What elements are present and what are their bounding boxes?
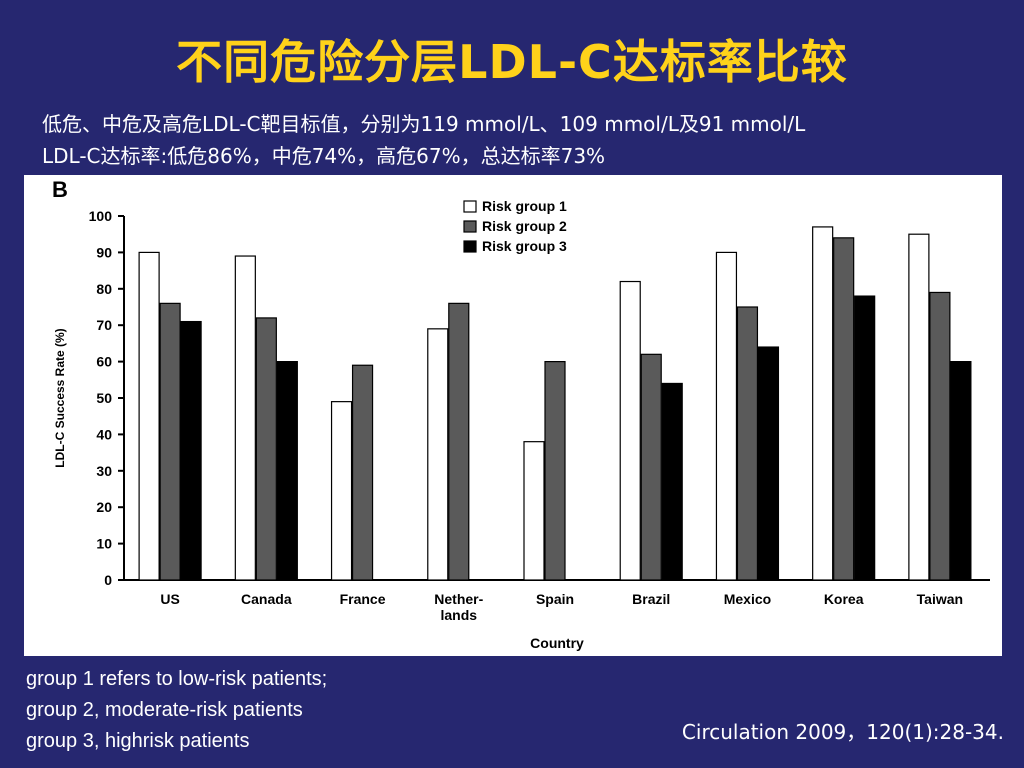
x-axis-title: Country <box>530 635 584 651</box>
bar <box>640 353 662 581</box>
legend-label: Risk group 2 <box>482 218 567 234</box>
note-group-3: group 3, highrisk patients <box>26 730 250 752</box>
bar <box>276 361 298 581</box>
legend-swatch <box>463 200 477 213</box>
x-tick-label: Brazil <box>632 591 670 607</box>
bar <box>833 237 855 581</box>
y-tick-label: 90 <box>96 244 112 260</box>
legend-label: Risk group 3 <box>482 238 567 254</box>
bar <box>812 226 834 581</box>
note-group-2: group 2, moderate-risk patients <box>26 699 303 721</box>
x-tick-label: Mexico <box>724 591 771 607</box>
slide-title: 不同危险分层LDL-C达标率比较 <box>176 35 848 89</box>
bar <box>950 361 972 581</box>
bar <box>544 361 566 581</box>
x-tick-label: US <box>160 591 179 607</box>
bar <box>427 328 449 581</box>
x-tick-label: Spain <box>536 591 574 607</box>
bar <box>929 291 951 581</box>
bar <box>159 302 181 581</box>
bar <box>234 255 256 581</box>
subtitle-line-2: LDL-C达标率:低危86%，中危74%，高危67%，总达标率73% <box>42 144 606 168</box>
x-tick-label: France <box>340 591 386 607</box>
y-tick-label: 10 <box>96 536 112 552</box>
bar <box>619 280 641 581</box>
bar <box>908 233 930 581</box>
bar <box>255 317 277 581</box>
y-tick-label: 20 <box>96 499 112 515</box>
bar <box>523 441 545 581</box>
citation: Circulation 2009，120(1):28-34. <box>681 720 1004 744</box>
y-tick-label: 50 <box>96 390 112 406</box>
legend-swatch <box>463 240 477 253</box>
bar-chart: B 0 10 20 30 40 50 60 70 80 90 100 LDL-C Success Rat… <box>52 177 990 651</box>
y-tick-label: 100 <box>89 208 113 224</box>
bar <box>661 382 683 581</box>
bar <box>854 295 876 581</box>
y-tick-label: 40 <box>96 426 112 442</box>
x-tick-label: Korea <box>824 591 864 607</box>
bar <box>351 364 374 581</box>
bar <box>715 251 738 581</box>
y-tick-label: 70 <box>96 317 112 333</box>
bar <box>138 251 160 581</box>
bar <box>736 306 759 581</box>
y-axis-title: LDL-C Success Rate (%) <box>53 328 67 467</box>
note-group-1: group 1 refers to low-risk patients; <box>26 668 328 690</box>
x-tick-label: Canada <box>241 591 292 607</box>
y-tick-label: 30 <box>96 463 112 479</box>
legend-label: Risk group 1 <box>482 198 567 214</box>
panel-label: B <box>52 177 68 202</box>
x-tick-label: Taiwan <box>917 591 963 607</box>
chart-panel: B 0 10 20 30 40 50 60 70 80 90 100 LDL-C Success Rat… <box>24 175 1002 656</box>
bar <box>757 346 780 581</box>
y-tick-label: 80 <box>96 281 112 297</box>
bar <box>180 320 202 581</box>
y-tick-label: 60 <box>96 354 112 370</box>
y-tick-label: 0 <box>104 572 112 588</box>
bar <box>448 302 470 581</box>
x-tick-label: Nether-lands <box>434 591 483 623</box>
legend-swatch <box>463 220 477 233</box>
subtitle-line-1: 低危、中危及高危LDL-C靶目标值，分别为119 mmol/L、109 mmol… <box>42 112 806 136</box>
bar <box>330 401 353 581</box>
